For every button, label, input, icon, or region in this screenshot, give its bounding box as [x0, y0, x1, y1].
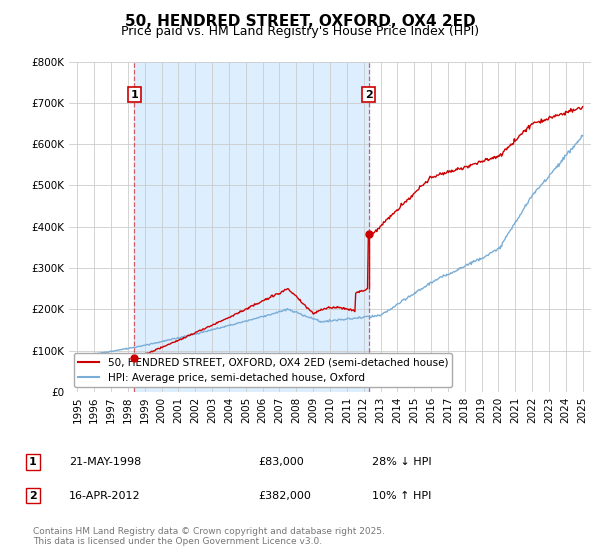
- Text: £382,000: £382,000: [258, 491, 311, 501]
- Text: 1: 1: [130, 90, 138, 100]
- Text: £83,000: £83,000: [258, 457, 304, 467]
- Legend: 50, HENDRED STREET, OXFORD, OX4 2ED (semi-detached house), HPI: Average price, s: 50, HENDRED STREET, OXFORD, OX4 2ED (sem…: [74, 353, 452, 387]
- Text: 10% ↑ HPI: 10% ↑ HPI: [372, 491, 431, 501]
- Text: Price paid vs. HM Land Registry's House Price Index (HPI): Price paid vs. HM Land Registry's House …: [121, 25, 479, 38]
- Text: 50, HENDRED STREET, OXFORD, OX4 2ED: 50, HENDRED STREET, OXFORD, OX4 2ED: [125, 14, 475, 29]
- Text: 21-MAY-1998: 21-MAY-1998: [69, 457, 141, 467]
- Bar: [134, 62, 368, 392]
- Text: 28% ↓ HPI: 28% ↓ HPI: [372, 457, 431, 467]
- Text: Contains HM Land Registry data © Crown copyright and database right 2025.
This d: Contains HM Land Registry data © Crown c…: [33, 526, 385, 546]
- Text: 2: 2: [365, 90, 373, 100]
- Text: 2: 2: [29, 491, 37, 501]
- Text: 1: 1: [29, 457, 37, 467]
- Text: 16-APR-2012: 16-APR-2012: [69, 491, 140, 501]
